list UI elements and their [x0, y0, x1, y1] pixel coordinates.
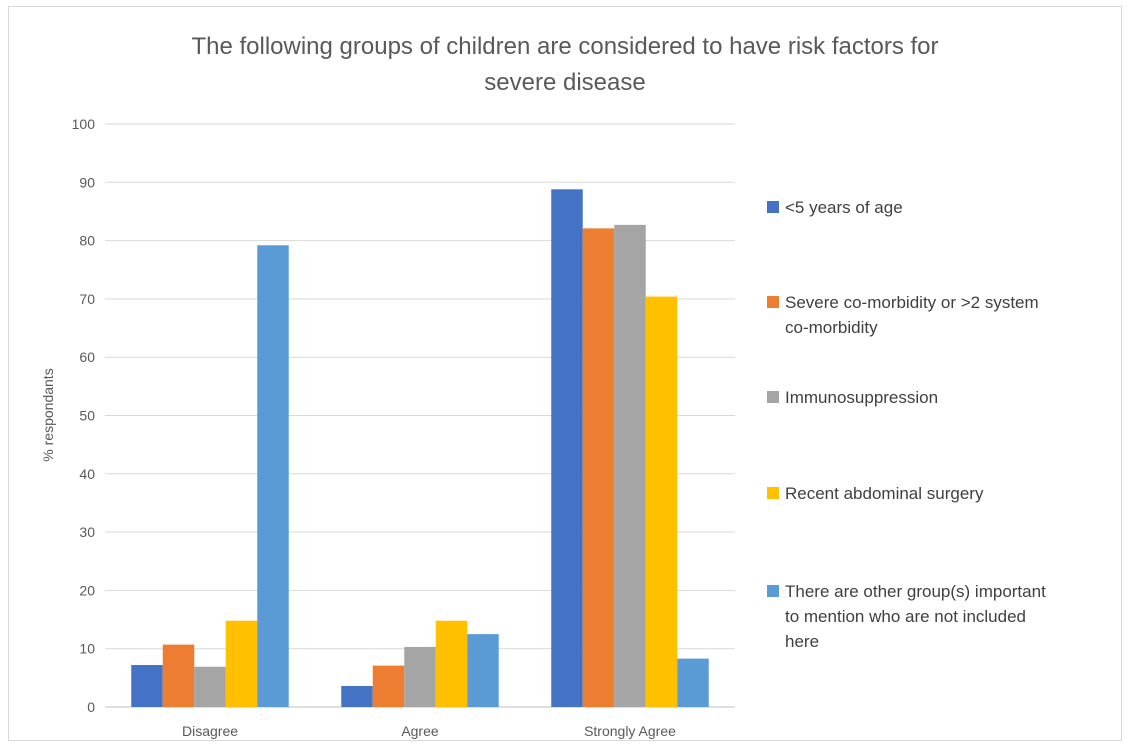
- x-category-label: Disagree: [182, 723, 238, 739]
- legend-label: <5 years of age: [785, 198, 903, 217]
- bar: [435, 620, 468, 707]
- bar: [162, 644, 195, 707]
- chart-title-line: severe disease: [484, 69, 645, 96]
- bar: [467, 634, 499, 707]
- x-category-label: Agree: [401, 723, 439, 739]
- legend-label: Recent abdominal surgery: [785, 484, 984, 503]
- y-axis-title: % respondants: [40, 368, 56, 461]
- legend-label: here: [785, 632, 819, 651]
- legend-label: There are other group(s) important: [785, 582, 1046, 601]
- y-tick-label: 100: [72, 116, 96, 132]
- bar: [404, 646, 436, 707]
- bar: [341, 686, 373, 707]
- x-axis-categories: Disagree Agree Strongly Agree: [182, 723, 676, 739]
- bar: [194, 666, 226, 707]
- bar: [131, 665, 163, 707]
- legend-swatch: [767, 391, 779, 403]
- legend: <5 years of age Severe co-morbidity or >2…: [767, 198, 1046, 651]
- y-tick-label: 60: [79, 349, 95, 365]
- y-tick-label: 10: [79, 641, 95, 657]
- x-category-label: Strongly Agree: [584, 723, 676, 739]
- legend-swatch: [767, 487, 779, 499]
- chart-title: The following groups of children are con…: [191, 33, 938, 96]
- legend-label: co-morbidity: [785, 318, 878, 337]
- y-tick-label: 30: [79, 524, 95, 540]
- bar: [677, 658, 709, 707]
- y-tick-label: 0: [87, 699, 95, 715]
- y-tick-label: 50: [79, 408, 95, 424]
- bars: [131, 189, 709, 708]
- legend-label: to mention who are not included: [785, 607, 1026, 626]
- y-tick-label: 80: [79, 233, 95, 249]
- y-tick-label: 20: [79, 582, 95, 598]
- legend-label: Immunosuppression: [785, 388, 938, 407]
- bar: [372, 665, 405, 707]
- legend-swatch: [767, 201, 779, 213]
- y-tick-label: 70: [79, 291, 95, 307]
- legend-swatch: [767, 585, 779, 597]
- legend-label: Severe co-morbidity or >2 system: [785, 293, 1039, 312]
- bar: [551, 189, 583, 707]
- bar: [225, 620, 258, 707]
- bar: [645, 296, 678, 707]
- bar: [582, 228, 615, 707]
- bar: [614, 224, 646, 707]
- legend-swatch: [767, 296, 779, 308]
- y-axis-ticks: 0 10 20 30 40 50 60 70 80 90 100: [72, 116, 96, 715]
- y-tick-label: 90: [79, 174, 95, 190]
- bar: [257, 245, 289, 708]
- y-tick-label: 40: [79, 466, 95, 482]
- chart-title-line: The following groups of children are con…: [191, 33, 938, 60]
